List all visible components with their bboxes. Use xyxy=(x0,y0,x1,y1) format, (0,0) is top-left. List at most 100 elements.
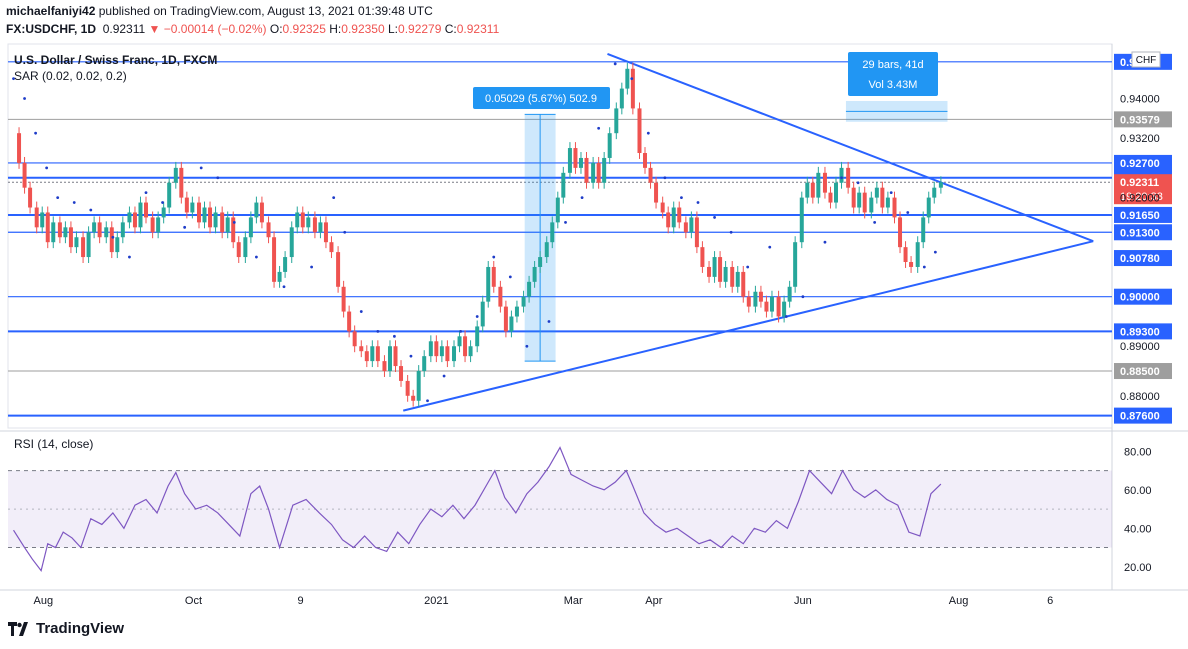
candle-body[interactable] xyxy=(741,271,746,297)
candle-body[interactable] xyxy=(411,395,416,401)
candle-body[interactable] xyxy=(475,326,480,347)
candle-body[interactable] xyxy=(689,217,694,233)
candle-body[interactable] xyxy=(671,207,676,228)
candle-body[interactable] xyxy=(92,222,97,233)
candle-body[interactable] xyxy=(915,242,920,267)
candle-body[interactable] xyxy=(758,291,763,302)
candle-body[interactable] xyxy=(295,212,300,228)
candle-body[interactable] xyxy=(561,172,566,198)
candle-body[interactable] xyxy=(694,217,699,248)
candle-body[interactable] xyxy=(156,217,161,233)
candle-body[interactable] xyxy=(898,217,903,248)
candle-body[interactable] xyxy=(266,222,271,238)
candle-body[interactable] xyxy=(723,266,728,282)
candle-body[interactable] xyxy=(851,187,856,208)
candle-body[interactable] xyxy=(839,167,844,183)
candle-body[interactable] xyxy=(387,346,392,372)
candle-body[interactable] xyxy=(607,133,612,158)
candle-body[interactable] xyxy=(532,266,537,282)
candle-body[interactable] xyxy=(769,296,774,312)
candle-body[interactable] xyxy=(480,301,485,327)
candle-body[interactable] xyxy=(289,227,294,258)
candle-body[interactable] xyxy=(22,162,27,188)
triangle-upper-trendline[interactable] xyxy=(607,52,1094,243)
candle-body[interactable] xyxy=(625,68,630,89)
candle-body[interactable] xyxy=(17,133,22,163)
candle-body[interactable] xyxy=(452,346,457,362)
candle-body[interactable] xyxy=(300,212,305,228)
candle-body[interactable] xyxy=(753,291,758,307)
candle-body[interactable] xyxy=(573,148,578,168)
candle-body[interactable] xyxy=(683,222,688,233)
candle-body[interactable] xyxy=(341,286,346,312)
triangle-lower-trendline[interactable] xyxy=(402,240,1094,412)
candle-body[interactable] xyxy=(828,192,833,203)
candle-body[interactable] xyxy=(666,212,671,228)
candle-body[interactable] xyxy=(236,242,241,258)
candle-body[interactable] xyxy=(167,182,172,208)
candle-body[interactable] xyxy=(323,222,328,243)
candle-body[interactable] xyxy=(34,207,39,228)
candle-body[interactable] xyxy=(144,202,148,218)
candle-body[interactable] xyxy=(805,182,810,198)
candle-body[interactable] xyxy=(834,182,838,203)
candle-body[interactable] xyxy=(359,346,364,352)
candle-body[interactable] xyxy=(730,266,735,287)
candle-body[interactable] xyxy=(277,271,282,282)
candle-body[interactable] xyxy=(660,202,665,213)
rsi-line[interactable] xyxy=(13,446,942,572)
candle-body[interactable] xyxy=(57,222,62,238)
candle-body[interactable] xyxy=(846,167,851,188)
candle-body[interactable] xyxy=(544,242,549,258)
candle-body[interactable] xyxy=(109,227,114,253)
candle-body[interactable] xyxy=(463,336,468,357)
candle-body[interactable] xyxy=(399,366,404,381)
candle-body[interactable] xyxy=(434,341,439,357)
candle-body[interactable] xyxy=(225,217,230,233)
candle-body[interactable] xyxy=(68,227,73,248)
tradingview-logo[interactable]: TradingView xyxy=(8,620,124,637)
candle-body[interactable] xyxy=(132,212,137,228)
candle-body[interactable] xyxy=(677,207,682,223)
candle-body[interactable] xyxy=(630,68,635,109)
candle-body[interactable] xyxy=(857,192,862,208)
candle-body[interactable] xyxy=(643,153,648,168)
candle-body[interactable] xyxy=(602,157,607,183)
candle-body[interactable] xyxy=(329,242,334,253)
candle-body[interactable] xyxy=(248,217,253,238)
candle-body[interactable] xyxy=(416,371,421,401)
candle-body[interactable] xyxy=(161,207,166,218)
candle-body[interactable] xyxy=(885,197,890,208)
candle-body[interactable] xyxy=(938,182,943,188)
candle-body[interactable] xyxy=(498,286,503,307)
candle-body[interactable] xyxy=(892,197,897,218)
candle-body[interactable] xyxy=(184,197,189,213)
candle-body[interactable] xyxy=(104,227,109,238)
candle-body[interactable] xyxy=(74,237,79,248)
candle-body[interactable] xyxy=(370,346,375,362)
candle-body[interactable] xyxy=(776,296,781,317)
candle-body[interactable] xyxy=(509,316,514,332)
candle-body[interactable] xyxy=(862,192,867,213)
currency-box[interactable] xyxy=(1131,51,1161,68)
candle-body[interactable] xyxy=(150,217,155,233)
candle-body[interactable] xyxy=(793,242,798,287)
candle-body[interactable] xyxy=(903,247,908,263)
candle-body[interactable] xyxy=(712,257,717,277)
candle-body[interactable] xyxy=(173,167,178,183)
candle-body[interactable] xyxy=(393,346,398,367)
candle-body[interactable] xyxy=(707,266,712,277)
candle-body[interactable] xyxy=(503,306,508,332)
candle-body[interactable] xyxy=(869,197,874,213)
candle-body[interactable] xyxy=(909,262,914,267)
candle-body[interactable] xyxy=(97,222,102,238)
candle-body[interactable] xyxy=(190,202,195,213)
candle-body[interactable] xyxy=(700,247,705,267)
candle-body[interactable] xyxy=(40,212,45,228)
candle-body[interactable] xyxy=(654,182,659,203)
candle-body[interactable] xyxy=(810,182,815,198)
candle-body[interactable] xyxy=(138,202,143,228)
author-name[interactable]: michaelfaniyi42 xyxy=(6,4,96,18)
candle-body[interactable] xyxy=(596,162,601,183)
